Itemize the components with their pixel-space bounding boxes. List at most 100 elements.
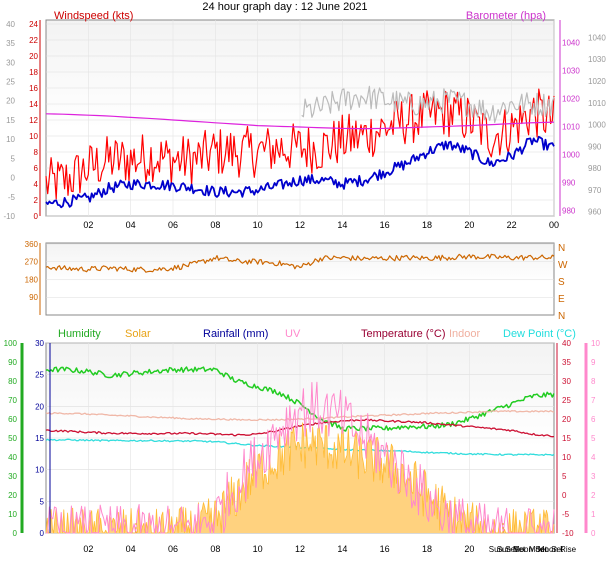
direction-tick-label: 360: [25, 240, 39, 249]
indoor-line: [45, 410, 555, 422]
barometer-tick-label: 1010: [562, 122, 580, 131]
x-event-label: Sun Set: [489, 545, 518, 554]
temperature-line: [45, 418, 555, 438]
x-event-label: Sun Set: [497, 545, 526, 554]
barometer-tick-label: 1020: [562, 94, 580, 103]
uv-tick-label: 8: [591, 377, 596, 386]
humidity-line: [45, 366, 555, 432]
windspeed-tick-label: 12: [29, 116, 38, 125]
windspeed-tick-label: 0: [34, 212, 39, 221]
temperature-tick-label: 15: [562, 434, 571, 443]
outer-right-tick-label: 1010: [588, 99, 606, 108]
windspeed-tick-label: 18: [29, 68, 38, 77]
compass-label: S: [558, 277, 565, 288]
direction-panel-background: [45, 242, 555, 316]
windspeed-tick-label: 16: [29, 84, 38, 93]
direction-tick-label: 270: [25, 258, 39, 267]
wind-x-tick-label: 22: [507, 220, 517, 230]
solar-area: [46, 422, 554, 533]
rainfall-tick-label: 10: [35, 466, 44, 475]
humidity-tick-label: 100: [4, 339, 18, 348]
wind-x-tick-label: 20: [464, 220, 474, 230]
rainfall-tick-label: 15: [35, 434, 44, 443]
temperature-panel: Humidity Solar Rainfall (mm) UV Temperature …: [4, 328, 601, 554]
wind-x-tick-label: 00: [549, 220, 559, 230]
outer-right-tick-label: 1020: [588, 77, 606, 86]
legend-item: Humidity: [58, 328, 101, 340]
rainfall-tick-label: 5: [40, 497, 45, 506]
windspeed-tick-label: 6: [34, 164, 39, 173]
barometer-tick-label: 1040: [562, 38, 580, 47]
temp-x-tick-label: 06: [168, 544, 178, 554]
legend-item: Dew Point (°C): [503, 328, 576, 340]
temperature-tick-label: 25: [562, 396, 571, 405]
outer-left-tick-label: 40: [6, 20, 15, 29]
barometer-axis-label: Barometer (hpa): [466, 10, 546, 22]
wind-x-tick-label: 04: [126, 220, 136, 230]
compass-label: E: [558, 294, 565, 305]
barometer-tick-label: 1000: [562, 150, 580, 159]
x-event-label: Moon Set: [513, 545, 548, 554]
windspeed-tick-label: 10: [29, 132, 38, 141]
humidity-tick-label: 60: [8, 415, 17, 424]
chart-title: 24 hour graph day : 12 June 2021: [202, 1, 367, 13]
wind-x-tick-label: 06: [168, 220, 178, 230]
humidity-tick-label: 10: [8, 510, 17, 519]
windspeed-tick-label: 20: [29, 52, 38, 61]
wind-x-tick-label: 12: [295, 220, 305, 230]
outer-left-tick-label: 35: [6, 39, 15, 48]
wind-x-tick-label: 10: [253, 220, 263, 230]
outer-left-tick-label: 10: [6, 135, 15, 144]
uv-tick-label: 0: [591, 529, 596, 538]
humidity-tick-label: 90: [8, 358, 17, 367]
temperature-tick-label: 20: [562, 415, 571, 424]
temperature-tick-label: -5: [562, 510, 570, 519]
uv-tick-label: 4: [591, 453, 596, 462]
uv-tick-label: 2: [591, 491, 596, 500]
rainfall-tick-label: 30: [35, 339, 44, 348]
direction-tick-label: 180: [25, 275, 39, 284]
gray-line: [301, 85, 555, 124]
humidity-tick-label: 0: [13, 529, 18, 538]
legend-item: Indoor: [449, 328, 481, 340]
windspeed-tick-label: 22: [29, 36, 38, 45]
temperature-tick-label: 5: [562, 472, 567, 481]
direction-line: [45, 253, 555, 273]
windspeed-tick-label: 4: [34, 180, 39, 189]
barometer-tick-label: 980: [562, 206, 576, 215]
temp-x-tick-label: 02: [83, 544, 93, 554]
temp-x-tick-label: 20: [464, 544, 474, 554]
outer-left-tick-label: 5: [11, 154, 16, 163]
temp-x-tick-label: 08: [210, 544, 220, 554]
temp-x-tick-label: 10: [253, 544, 263, 554]
legend-item: Rainfall (mm): [203, 328, 268, 340]
temperature-tick-label: 10: [562, 453, 571, 462]
humidity-tick-label: 40: [8, 453, 17, 462]
outer-left-tick-label: 20: [6, 97, 15, 106]
uv-tick-label: 3: [591, 472, 596, 481]
outer-right-tick-label: 1030: [588, 55, 606, 64]
outer-right-tick-label: 970: [588, 186, 602, 195]
temp-x-tick-label: 04: [126, 544, 136, 554]
wind-x-tick-label: 16: [380, 220, 390, 230]
temp-x-tick-label: 12: [295, 544, 305, 554]
outer-right-tick-label: 1040: [588, 33, 606, 42]
legend-item: Solar: [125, 328, 151, 340]
legend-item: UV: [285, 328, 301, 340]
uv-line: [46, 381, 555, 534]
humidity-tick-label: 50: [8, 434, 17, 443]
compass-label: N: [558, 243, 565, 254]
temp-x-tick-label: 16: [380, 544, 390, 554]
rainfall-tick-label: 20: [35, 402, 44, 411]
outer-left-tick-label: -5: [8, 193, 16, 202]
temperature-tick-label: 0: [562, 491, 567, 500]
windspeed-tick-label: 14: [29, 100, 38, 109]
temp-x-tick-label: 18: [422, 544, 432, 554]
humidity-tick-label: 80: [8, 377, 17, 386]
temperature-tick-label: 40: [562, 339, 571, 348]
wind-x-tick-label: 18: [422, 220, 432, 230]
outer-left-tick-label: 25: [6, 77, 15, 86]
uv-tick-label: 6: [591, 415, 596, 424]
uv-tick-label: 1: [591, 510, 596, 519]
